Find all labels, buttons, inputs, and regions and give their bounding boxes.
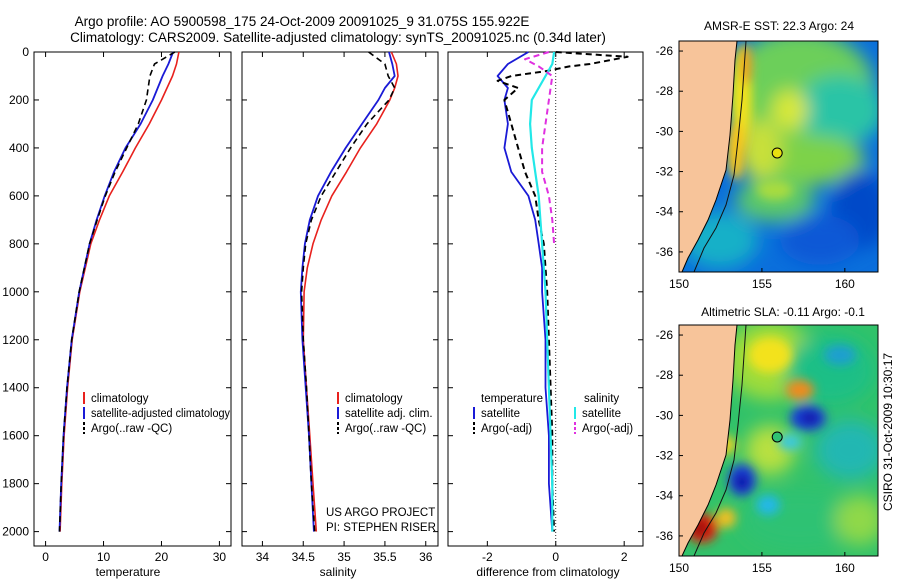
legend-salinity-satellite: satellite [582,408,621,420]
temperature-legend-satellite: satellite-adjusted climatology [91,408,230,420]
series-salinity-satellite [528,51,556,532]
sst-heatmap [679,41,878,272]
sla-coastline [681,325,738,556]
temperature-legend-climatology: climatology [91,393,149,405]
sst-land [679,41,737,272]
y-tick-label: 1400 [2,381,29,395]
y-tick-label: 200 [9,93,29,107]
y-tick-label: 2000 [2,525,29,539]
map-x-tick-label: 155 [752,561,772,575]
x-tick-label: 20 [155,550,169,564]
x-tick-label: 30 [213,550,227,564]
sst-depth-contour [693,41,747,272]
x-tick-label: 2 [621,550,628,564]
legend-salinity-argo: Argo(-adj) [582,423,633,435]
legend-temperature-argo: Argo(-adj) [481,423,532,435]
salinity-xlabel: salinity [320,565,357,579]
difference-profiles [496,51,629,546]
map-y-tick-label: -26 [656,328,674,342]
temperature-axes [33,51,232,547]
x-tick-label: 34.5 [292,550,316,564]
difference-ticks: -2 0 2 [448,51,643,564]
temperature-legend-argo: Argo(..raw -QC) [91,423,172,435]
temperature-xlabel: temperature [96,565,161,579]
x-tick-label: 35.5 [373,550,397,564]
x-tick-label: 34 [256,550,270,564]
map-x-tick-label: 160 [835,561,855,575]
sst-map-title: AMSR-E SST: 22.3 Argo: 24 [704,19,854,33]
series-temperature-satellite [496,51,554,532]
y-tick-label: 400 [9,141,29,155]
legend-header-salinity: salinity [584,393,619,405]
map-y-tick-label: -28 [656,368,674,382]
difference-legend: temperature salinity satellite Argo(-adj… [473,393,633,435]
map-x-tick-label: 150 [669,277,689,291]
y-tick-label: 1800 [2,477,29,491]
y-tick-label: 1600 [2,429,29,443]
project-annotation: US ARGO PROJECT [326,507,435,519]
series-salinity-argo-adj [524,51,556,244]
series-satellite-adj-clim [299,51,396,532]
sst-map-ticks: 150 155 160 -26 -28 -30 -32 -34 -36 [656,44,856,291]
figure-title-line1: Argo profile: AO 5900598_175 24-Oct-2009… [75,14,530,29]
series-argo-raw-qc [58,51,176,532]
series-temperature-argo-adj [496,51,629,532]
sst-map-frame [678,40,879,273]
series-satellite-adjusted-climatology [58,51,174,532]
sla-depth-contour [693,325,747,556]
x-tick-label: 10 [97,550,111,564]
x-tick-label: 36 [419,550,433,564]
x-tick-label: -2 [482,550,493,564]
footer-timestamp: CSIRO 31-Oct-2009 10:30:17 [881,353,895,511]
temperature-ticks: 0 10 20 30 0 200 400 600 800 1000 1200 1400 1600 1800… [2,45,231,564]
salinity-ticks: 34 34.5 35 35.5 36 [242,51,438,564]
salinity-legend-climatology: climatology [345,393,403,405]
salinity-legend-satellite: satellite adj. clim. [345,408,433,420]
map-y-tick-label: -26 [656,44,674,58]
sst-coastline [681,41,738,272]
map-y-tick-label: -36 [656,529,674,543]
map-y-tick-label: -32 [656,165,674,179]
map-x-tick-label: 150 [669,561,689,575]
difference-xlabel: difference from climatology [476,565,619,579]
salinity-profiles [299,51,399,532]
map-x-tick-label: 155 [752,277,772,291]
sla-map-title: Altimetric SLA: -0.11 Argo: -0.1 [701,305,865,319]
legend-temperature-satellite: satellite [481,408,520,420]
series-argo-raw-qc [300,51,396,532]
map-y-tick-label: -34 [656,205,674,219]
figure-title-line2: Climatology: CARS2009. Satellite-adjuste… [70,30,606,45]
series-climatology [302,51,399,532]
map-y-tick-label: -32 [656,449,674,463]
x-tick-label: 0 [552,550,559,564]
x-tick-label: 0 [42,550,49,564]
y-tick-label: 1000 [2,285,29,299]
salinity-axes [241,51,439,547]
pi-annotation: PI: STEPHEN RISER [326,522,436,534]
sst-float-marker [771,147,783,159]
y-tick-label: 1200 [2,333,29,347]
map-y-tick-label: -34 [656,489,674,503]
y-tick-label: 600 [9,189,29,203]
map-y-tick-label: -28 [656,84,674,98]
series-climatology [59,51,180,532]
map-y-tick-label: -30 [656,124,674,138]
sla-map-ticks: 150 155 160 -26 -28 -30 -32 -34 -36 [656,328,856,575]
x-tick-label: 35 [337,550,351,564]
temperature-profiles [58,51,180,532]
y-tick-label: 800 [9,237,29,251]
sla-float-marker [771,431,783,443]
sla-land [679,325,737,556]
y-tick-label: 0 [22,45,29,59]
salinity-legend-argo: Argo(..raw -QC) [345,423,426,435]
sla-map-frame [678,324,879,557]
temperature-legend: climatology satellite-adjusted climatolo… [83,392,230,435]
map-y-tick-label: -30 [656,408,674,422]
legend-header-temperature: temperature [481,393,543,405]
map-y-tick-label: -36 [656,245,674,259]
map-x-tick-label: 160 [835,277,855,291]
salinity-legend: climatology satellite adj. clim. Argo(..… [337,392,433,435]
